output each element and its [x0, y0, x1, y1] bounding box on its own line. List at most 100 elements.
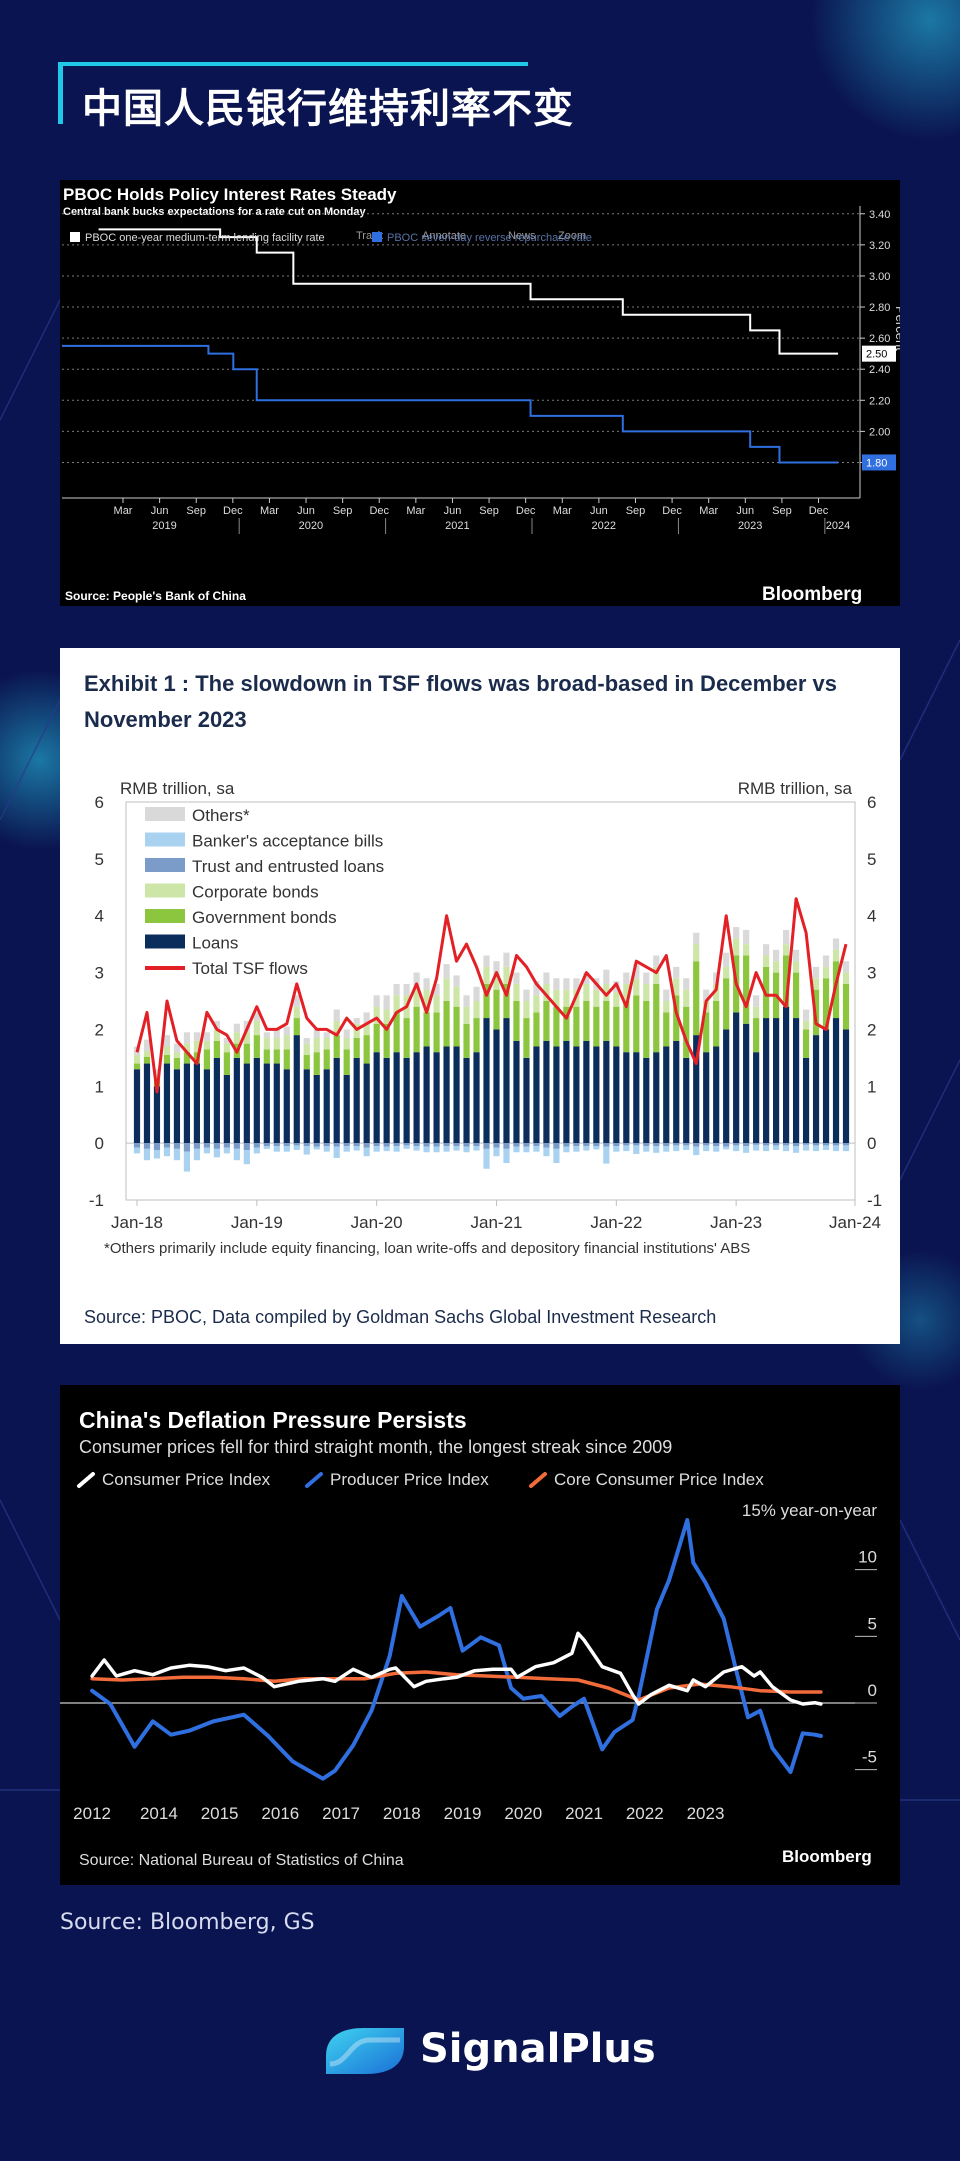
chart-subtitle: Central bank bucks expectations for a ra… [63, 206, 366, 218]
bar-govt [253, 1035, 260, 1058]
y-axis-label-right: RMB trillion, sa [738, 779, 853, 798]
bar-bills [463, 1146, 470, 1153]
bar-loans [133, 1069, 141, 1144]
x-tick-label: 2020 [504, 1804, 542, 1823]
bar-bills [753, 1144, 760, 1151]
year-tick-label: 2023 [738, 520, 762, 532]
bar-loans [293, 1035, 300, 1144]
bar-corp [743, 944, 750, 956]
bar-govt [393, 1012, 400, 1053]
bar-govt [553, 1006, 560, 1047]
bar-others [263, 1032, 270, 1038]
bar-corp [393, 995, 400, 1013]
bar-trust [623, 1143, 630, 1146]
bar-others [253, 1012, 260, 1021]
bar-corp [263, 1037, 270, 1050]
bar-others [313, 1029, 320, 1038]
bar-trust [733, 1143, 740, 1146]
bar-loans [203, 1069, 210, 1144]
bar-trust [842, 1143, 850, 1146]
y-tick-label-right: 4 [867, 907, 876, 926]
bar-corp [723, 966, 730, 979]
bar-others [573, 978, 580, 990]
bar-bills [143, 1148, 151, 1161]
bar-corp [832, 949, 840, 962]
bar-others [293, 995, 300, 1007]
bar-corp [553, 989, 560, 1007]
bar-others [403, 983, 410, 996]
bar-others [653, 955, 660, 967]
chart-subtitle: Consumer prices fell for third straight … [79, 1437, 672, 1457]
bar-govt [533, 1012, 540, 1047]
bar-loans [773, 1018, 780, 1144]
legend-label: Corporate bonds [192, 883, 319, 902]
y-tick-label-right: 1 [867, 1077, 876, 1096]
bar-loans [842, 1029, 850, 1144]
bar-govt [693, 961, 700, 1036]
bar-loans [393, 1052, 400, 1144]
toolbar-item: Zoom [558, 230, 586, 242]
bar-bills [193, 1148, 201, 1161]
bar-others [453, 975, 460, 987]
bar-bills [812, 1145, 820, 1152]
bar-govt [213, 1040, 220, 1058]
x-tick-label: Dec [662, 505, 682, 517]
bar-bills [673, 1145, 680, 1152]
bar-trust [653, 1143, 660, 1146]
bar-bills [832, 1145, 840, 1152]
bar-loans [503, 1018, 510, 1144]
bar-others [493, 961, 500, 973]
bar-corp [782, 944, 790, 956]
bar-loans [563, 1040, 570, 1144]
y-tick-label: 3.40 [869, 209, 890, 221]
bar-bills [792, 1145, 800, 1153]
legend-swatch [145, 934, 185, 949]
bar-corp [713, 983, 720, 1001]
bar-trust [753, 1143, 760, 1145]
bar-govt [293, 1018, 300, 1036]
bar-corp [603, 983, 610, 1001]
bar-loans [323, 1069, 330, 1144]
bar-trust [343, 1143, 350, 1146]
bar-loans [443, 1046, 450, 1144]
y-tick-label-left: 1 [95, 1077, 104, 1096]
x-tick-label: 2022 [626, 1804, 664, 1823]
bar-others [183, 1032, 191, 1044]
bar-govt [523, 1018, 530, 1058]
bar-loans [593, 1046, 600, 1144]
bar-loans [763, 1018, 770, 1144]
bar-corp [443, 978, 450, 1001]
x-tick-label: 2017 [322, 1804, 360, 1823]
bar-govt [613, 1006, 620, 1047]
last-value-box [862, 454, 896, 471]
bar-trust [463, 1143, 470, 1147]
bar-corp [513, 983, 520, 1001]
last-value-label: 2.50 [866, 349, 887, 361]
bar-others [533, 981, 540, 996]
year-tick-label: 2020 [299, 520, 323, 532]
x-tick-label: Jan-24 [829, 1213, 881, 1232]
bar-loans [583, 1040, 590, 1144]
bar-others [503, 952, 510, 967]
bar-bills [173, 1148, 181, 1161]
x-tick-label: 2018 [383, 1804, 421, 1823]
bar-govt [383, 1023, 390, 1058]
bar-govt [822, 978, 830, 1030]
bar-corp [333, 1020, 340, 1036]
bloomberg-logo: Bloomberg [782, 1847, 872, 1866]
bar-others [802, 1009, 810, 1021]
bar-trust [143, 1143, 151, 1149]
bar-govt [623, 1001, 630, 1053]
page-header: 中国人民银行维持利率不变 [58, 60, 573, 132]
last-value-label: 1.80 [866, 457, 887, 469]
y-tick-label-right: 2 [867, 1020, 876, 1039]
bar-corp [693, 944, 700, 962]
bar-bills [593, 1145, 600, 1150]
bar-others [423, 978, 430, 990]
bar-trust [213, 1143, 220, 1149]
bar-trust [273, 1143, 280, 1146]
bar-bills [663, 1145, 670, 1152]
x-tick-label: Sep [479, 505, 499, 517]
bar-corp [153, 1074, 161, 1081]
y-tick-label: 3.00 [869, 271, 890, 283]
